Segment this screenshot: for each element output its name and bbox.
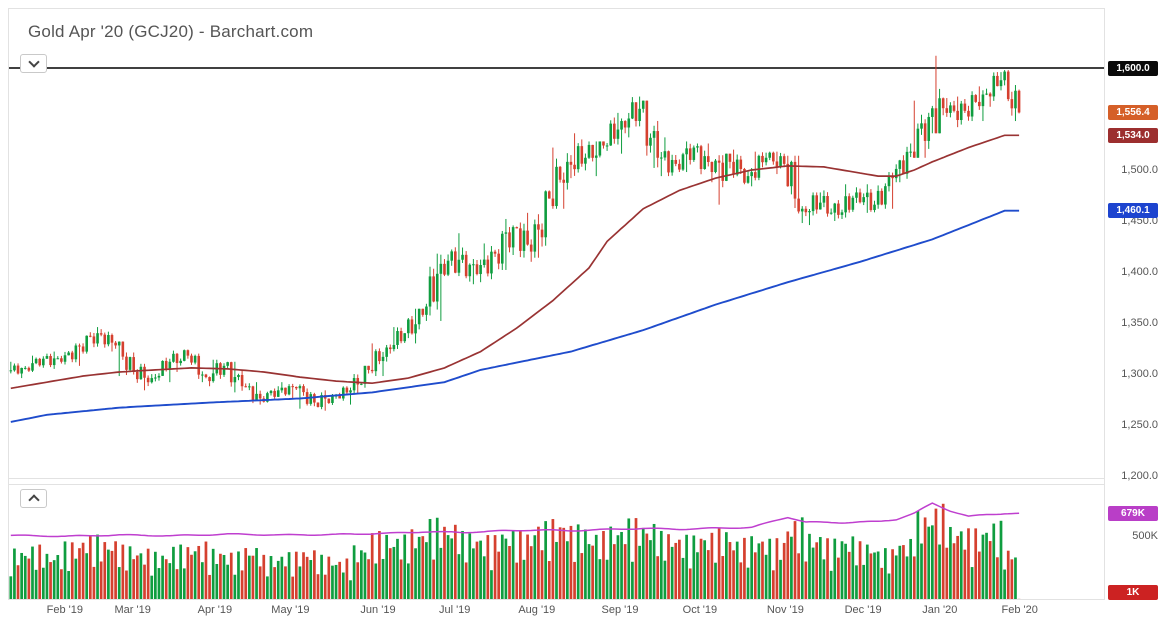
chart-frame — [8, 8, 1105, 600]
volume-bars — [9, 503, 1021, 599]
pane-divider-top — [8, 478, 1105, 479]
pane-divider-bottom — [8, 484, 1105, 485]
candlesticks — [9, 55, 1021, 411]
chart-title: Gold Apr '20 (GCJ20) - Barchart.com — [28, 22, 314, 41]
collapse-main-pane-button[interactable] — [20, 54, 47, 73]
open-interest-line[interactable] — [10, 502, 1020, 538]
expand-volume-pane-button[interactable] — [20, 489, 47, 508]
ma-slow-line[interactable] — [10, 209, 1020, 423]
chevron-up-icon — [27, 494, 40, 506]
ma-fast-line[interactable] — [10, 134, 1020, 390]
chevron-down-icon — [27, 56, 40, 68]
